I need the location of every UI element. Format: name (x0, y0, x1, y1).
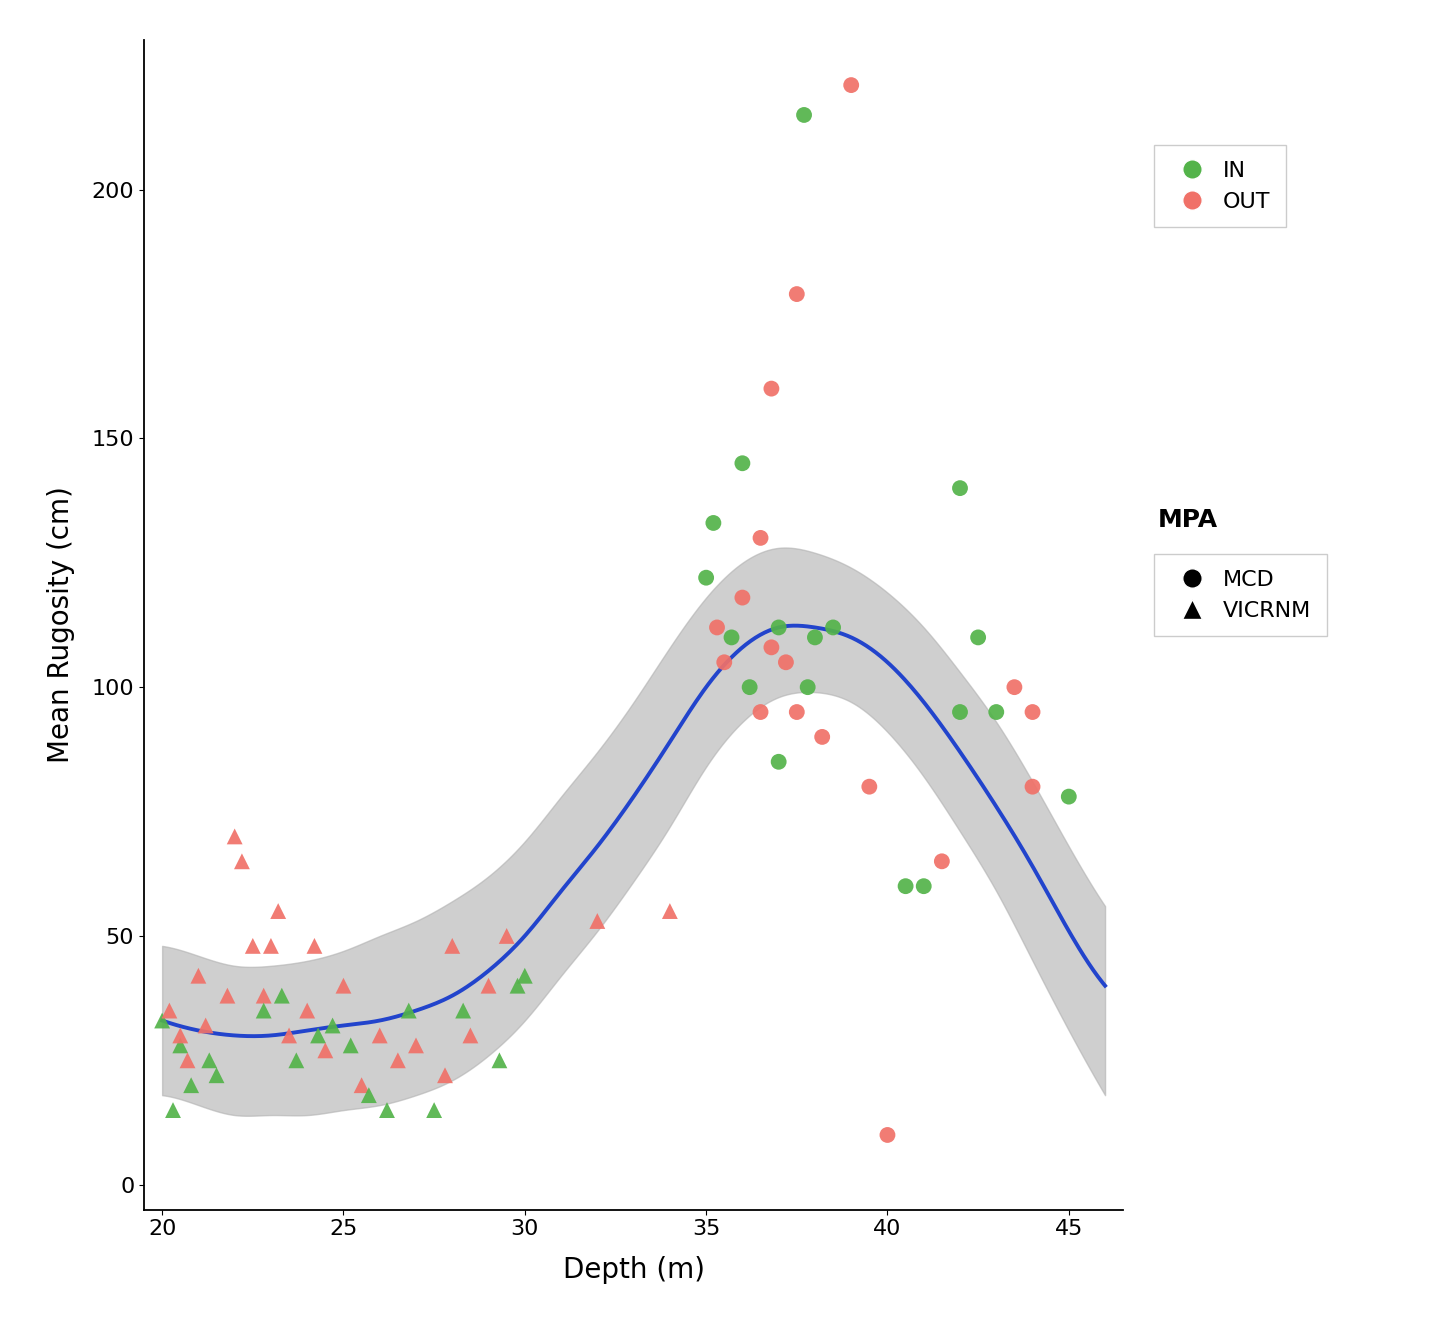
Point (658, 900, 681, 922)
Point (477, 974, 500, 996)
Point (1057, 786, 1080, 808)
Point (278, 1024, 301, 1046)
Point (912, 875, 935, 896)
Point (340, 1035, 363, 1056)
Point (949, 702, 972, 723)
Point (350, 1074, 373, 1095)
Point (252, 985, 275, 1007)
Point (949, 477, 972, 499)
Point (314, 1040, 337, 1062)
Point (302, 935, 325, 957)
Point (452, 1000, 475, 1021)
Point (285, 1050, 308, 1071)
Point (775, 652, 798, 673)
Point (785, 284, 808, 305)
Point (739, 676, 762, 698)
Point (822, 617, 845, 638)
Y-axis label: Mean Rugosity (cm): Mean Rugosity (cm) (48, 487, 75, 763)
Point (495, 925, 518, 946)
Point (161, 1099, 184, 1121)
Point (333, 974, 356, 996)
Point (713, 652, 736, 673)
Point (985, 702, 1008, 723)
Point (397, 1000, 420, 1021)
Point (792, 105, 815, 126)
Point (513, 965, 536, 986)
Point (369, 1024, 392, 1046)
Point (441, 935, 464, 957)
Point (216, 985, 239, 1007)
Point (295, 1000, 318, 1021)
Point (204, 1064, 228, 1086)
Point (168, 1035, 192, 1056)
Legend: MCD, VICRNM: MCD, VICRNM (1153, 554, 1326, 637)
Text: MPA: MPA (1158, 508, 1218, 532)
Point (176, 1050, 199, 1071)
Point (1021, 702, 1044, 723)
Point (732, 587, 755, 609)
Point (180, 1074, 203, 1095)
Point (197, 1050, 220, 1071)
Point (187, 965, 210, 986)
Point (252, 1000, 275, 1021)
Point (840, 74, 863, 95)
Point (785, 702, 808, 723)
Point (230, 851, 253, 872)
Point (706, 617, 729, 638)
Point (405, 1035, 428, 1056)
Point (811, 726, 834, 747)
X-axis label: Depth (m): Depth (m) (563, 1257, 704, 1284)
Point (433, 1064, 456, 1086)
Point (151, 1009, 174, 1031)
Point (749, 702, 772, 723)
Point (194, 1015, 217, 1036)
Point (930, 851, 953, 872)
Point (505, 974, 528, 996)
Point (586, 910, 609, 931)
Point (732, 453, 755, 474)
Point (768, 617, 791, 638)
Point (266, 900, 289, 922)
Point (749, 527, 772, 548)
Point (386, 1050, 409, 1071)
Point (488, 1050, 511, 1071)
Point (259, 935, 282, 957)
Point (966, 626, 989, 648)
Point (760, 378, 783, 399)
Point (459, 1024, 482, 1046)
Point (223, 825, 246, 847)
Point (701, 512, 724, 534)
Point (1002, 676, 1025, 698)
Point (894, 875, 917, 896)
Point (242, 935, 265, 957)
Point (876, 1124, 899, 1145)
Point (158, 1000, 181, 1021)
Point (422, 1099, 445, 1121)
Point (858, 775, 881, 797)
Point (271, 985, 294, 1007)
Point (168, 1024, 192, 1046)
Point (321, 1015, 344, 1036)
Point (376, 1099, 399, 1121)
Point (720, 626, 743, 648)
Point (694, 567, 717, 589)
Point (804, 626, 827, 648)
Point (1021, 775, 1044, 797)
Point (760, 637, 783, 659)
Point (357, 1085, 380, 1106)
Point (796, 676, 819, 698)
Point (768, 751, 791, 773)
Point (307, 1024, 330, 1046)
